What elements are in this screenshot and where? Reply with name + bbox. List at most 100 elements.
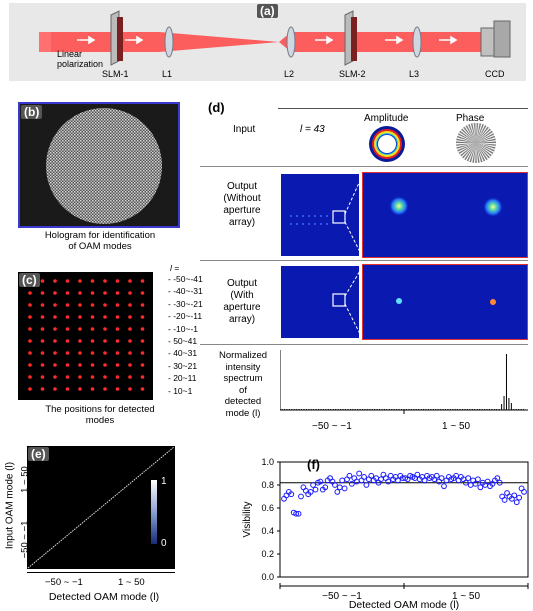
detection-dot <box>90 339 95 343</box>
data-point <box>310 482 316 488</box>
phase-spoke <box>476 143 491 158</box>
detection-dot <box>128 387 132 391</box>
data-point <box>513 499 520 506</box>
phase-spoke <box>476 143 496 145</box>
output-with-full <box>281 266 359 338</box>
output-with-zoomed <box>362 264 528 340</box>
detection-dot <box>103 351 107 355</box>
caption-line: Hologram for identification <box>44 230 156 241</box>
phase-spoke <box>476 143 496 151</box>
detection-dot <box>90 387 95 391</box>
phase-spoke <box>476 143 495 153</box>
optical-setup-diagram <box>39 10 511 66</box>
phase-spoke <box>456 137 476 143</box>
detection-dot <box>40 387 45 391</box>
data-point <box>484 478 491 485</box>
data-point <box>288 491 295 498</box>
phase-spoke <box>476 143 482 163</box>
l1-label: L1 <box>162 69 173 79</box>
caption-line: modes <box>85 415 115 426</box>
label-line: aperture <box>223 302 261 313</box>
data-point <box>462 479 469 486</box>
phase-spoke <box>462 127 476 143</box>
phase-spoke <box>468 143 476 162</box>
detection-dot <box>40 303 45 307</box>
label-line: polarization <box>57 59 104 69</box>
detection-dot <box>103 279 107 283</box>
data-point <box>378 476 384 483</box>
detection-dot <box>53 303 57 307</box>
detection-dot <box>53 339 57 343</box>
detection-dot <box>28 315 32 319</box>
detection-dot <box>65 315 70 319</box>
linear-polarization-label: Linear polarization <box>57 49 103 69</box>
row-label: - 10~1 <box>168 385 193 396</box>
detection-dot <box>115 339 120 343</box>
label-line: intensity <box>225 361 261 373</box>
beam-arrow <box>450 35 458 45</box>
detection-dot <box>140 327 145 331</box>
panel-c-row-labels: - -50~-41 - -40~-31 - -30~-21 - -20~-11 … <box>168 274 203 396</box>
detection-dot <box>65 363 70 367</box>
data-point <box>307 489 314 495</box>
data-point <box>465 475 472 482</box>
input-amplitude-image <box>369 126 405 162</box>
row-label: - 50~41 <box>168 335 198 346</box>
row-label: - -20~-11 <box>168 311 203 322</box>
x-group-label: −50 ~ −1 <box>322 591 362 602</box>
data-point <box>475 476 481 483</box>
phase-spoke <box>460 129 476 143</box>
lens-l1 <box>164 26 174 58</box>
spot <box>490 299 496 305</box>
y-tick-label: 1.0 <box>261 457 274 467</box>
spot <box>389 196 409 216</box>
detection-dot <box>115 387 120 391</box>
detection-dot <box>53 387 57 391</box>
detection-dot <box>53 291 57 295</box>
data-point <box>385 478 392 485</box>
detection-dot <box>40 375 45 379</box>
phase-spoke <box>456 143 476 148</box>
input-phase-image <box>456 123 496 163</box>
panel-e-xlabel: Detected OAM mode (l) <box>48 591 160 603</box>
detection-dot <box>140 315 145 319</box>
phase-spoke <box>469 123 476 143</box>
detection-dot <box>28 339 32 343</box>
data-point <box>341 485 348 492</box>
phase-spoke <box>457 143 476 153</box>
data-point <box>501 497 508 503</box>
panel-e-x-group-2: 1 ~ 50 <box>118 577 145 588</box>
caption-line: The positions for detected <box>45 404 155 415</box>
detection-dot <box>128 279 132 283</box>
l3-label: L3 <box>409 69 420 79</box>
detection-dot <box>65 375 70 379</box>
detection-dot <box>28 363 32 367</box>
detection-dot <box>78 363 82 367</box>
detection-dot <box>78 351 82 355</box>
detection-dot <box>128 303 132 307</box>
zoom-box <box>332 210 346 224</box>
panel-d-divider <box>200 344 528 345</box>
phase-spoke <box>476 143 493 156</box>
slm-1-label: SLM-1 <box>102 69 129 79</box>
amplitude-label: Amplitude <box>364 113 409 124</box>
phase-spoke <box>463 143 476 160</box>
phase-spoke <box>457 134 476 143</box>
panel-e-ylabel: Input OAM mode (l) <box>4 461 16 550</box>
detection-dot <box>28 375 32 379</box>
beam-arrow <box>136 35 144 45</box>
data-point <box>472 480 479 487</box>
panel-a-label: (a) <box>257 4 278 18</box>
detection-dot <box>78 291 82 295</box>
phase-spoke <box>476 131 494 143</box>
detection-dot <box>53 279 57 283</box>
detection-dot <box>115 351 120 355</box>
label-line: array) <box>228 217 256 228</box>
x-group-label: 1 ~ 50 <box>452 591 481 602</box>
phase-label: Phase <box>456 113 485 124</box>
laser-beam-1 <box>39 32 279 52</box>
data-point <box>334 489 341 495</box>
l2-label: L2 <box>284 69 295 79</box>
lens-l2 <box>286 26 296 58</box>
beam-arrow <box>396 35 404 45</box>
